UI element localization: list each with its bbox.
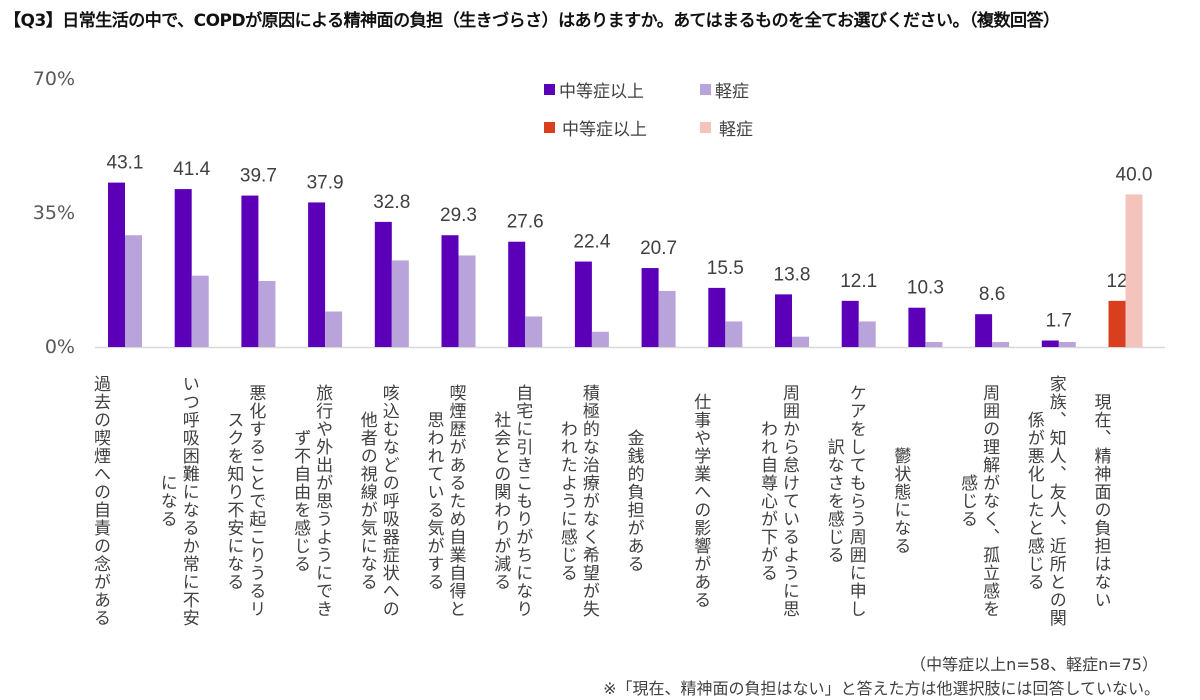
legend-swatch	[700, 122, 711, 133]
legend-label: 中等症以上	[562, 120, 647, 140]
category-label: 家族、知人、友人、近所との関 係が悪化したと感じる	[1023, 374, 1066, 627]
legend-item-moderate-purple: 中等症以上	[544, 77, 644, 102]
category-label: 悪化することで起こりうるリ スクを知り不安になる	[223, 383, 266, 618]
bar-moderate-3	[241, 195, 259, 347]
bar-mild-8	[591, 331, 609, 347]
category-label: 咳込むなどの呼吸器症状への 他者の視線が気になる	[356, 383, 399, 618]
category-label: 現在、精神面の負担はない	[1090, 392, 1111, 609]
data-label: 13.8	[774, 264, 811, 285]
bar-moderate-10	[708, 287, 726, 347]
y-tick-0: 0%	[44, 336, 75, 358]
bar-mild-7	[525, 316, 543, 347]
y-tick-70: 70%	[32, 68, 75, 90]
legend-item-mild-purple: 軽症	[700, 77, 749, 102]
data-label: 20.7	[640, 238, 677, 259]
legend-label: 軽症	[715, 82, 749, 102]
bar-mild-2	[191, 275, 209, 347]
bar-mild-9	[658, 290, 676, 347]
bar-mild-4	[325, 311, 343, 347]
category-label: 周囲の理解がなく、孤立感を 感じる	[957, 383, 1000, 618]
bar-moderate-9	[641, 268, 659, 347]
bar-moderate-8	[574, 261, 592, 347]
category-label: 自宅に引きこもりがちになり 社会との関わりが減る	[490, 383, 533, 618]
bar-mild-5	[391, 260, 409, 347]
legend-label: 軽症	[719, 120, 753, 140]
bar-mild-6	[458, 255, 476, 347]
bar-moderate-7	[508, 241, 526, 347]
bar-mild-13	[925, 342, 943, 347]
legend-item-mild-pink: 軽症	[700, 115, 753, 140]
legend-item-moderate-red: 中等症以上	[544, 115, 647, 140]
data-label: 8.6	[979, 284, 1005, 305]
data-label: 12.1	[840, 271, 877, 292]
category-label: 周囲から怠けているように思 われ自尊心が下がる	[757, 383, 799, 618]
data-label: 41.4	[173, 159, 210, 180]
data-label: 40.0	[1116, 164, 1153, 185]
y-tick-35: 35%	[32, 202, 75, 224]
sample-size-note: （中等症以上n=58、軽症n=75）	[910, 655, 1158, 674]
data-label: 43.1	[107, 153, 144, 174]
legend-swatch	[700, 84, 711, 95]
bar-moderate-15	[1041, 340, 1059, 347]
legend-swatch	[544, 84, 555, 95]
legend-swatch	[544, 122, 555, 133]
category-label: 旅行や外出が思うようにでき ず不自由を感じる	[290, 383, 333, 618]
data-label: 10.3	[907, 278, 944, 299]
footnote: ※「現在、精神面の負担はない」と答えた方は他選択肢には回答していない。	[603, 679, 1160, 698]
category-label: 喫煙歴があるため自業自得と 思われている気がする	[423, 383, 466, 618]
bar-mild-12	[858, 321, 876, 347]
bar-mild-11	[792, 336, 809, 347]
chart-title: 【Q3】日常生活の中で、COPDが原因による精神面の負担（生きづらさ）はあります…	[4, 11, 1060, 31]
category-label: 鬱状態になる	[890, 446, 911, 555]
data-label: 22.4	[573, 232, 610, 253]
bar-mild-15	[1058, 342, 1076, 347]
bar-mild-3	[258, 281, 276, 347]
bar-moderate-14	[975, 314, 993, 347]
bar-moderate-1	[108, 182, 125, 347]
bar-moderate-16	[1108, 300, 1126, 347]
bar-moderate-2	[174, 189, 192, 347]
category-label: ケアをしてもらう周囲に申し 訳なさを感じる	[823, 383, 866, 618]
category-label: 積極的な治療がなく希望が失 われたように感じる	[556, 383, 599, 618]
data-label: 27.6	[507, 212, 544, 233]
bar-moderate-13	[908, 307, 926, 347]
bar-moderate-11	[775, 294, 792, 347]
category-label: 仕事や学業への影響がある	[690, 392, 711, 609]
data-label: 1.7	[1046, 311, 1072, 332]
bar-moderate-6	[441, 235, 459, 347]
data-label: 39.7	[240, 166, 277, 187]
data-label: 32.8	[373, 192, 410, 213]
bar-mild-1	[125, 235, 142, 347]
category-label: いつ呼吸困難になるか常に不安 になる	[156, 374, 199, 627]
data-label: 29.3	[440, 205, 477, 226]
category-label: 過去の喫煙への自責の念がある	[90, 374, 110, 627]
bar-moderate-5	[374, 221, 392, 347]
data-label: 15.5	[707, 258, 744, 279]
bar-moderate-12	[841, 300, 859, 347]
category-label: 金銭的負担がある	[623, 428, 644, 573]
bar-moderate-4	[308, 202, 326, 347]
bar-mild-10	[725, 321, 743, 347]
data-label: 37.9	[307, 172, 344, 193]
bar-mild-14	[992, 342, 1010, 347]
legend-label: 中等症以上	[559, 82, 644, 102]
bar-mild-16	[1125, 194, 1143, 347]
